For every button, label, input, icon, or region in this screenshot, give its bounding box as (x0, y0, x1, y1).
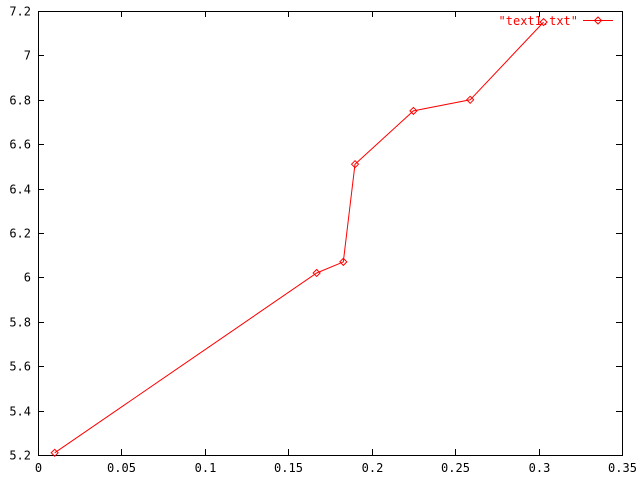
x-tick-label: 0 (35, 461, 42, 475)
legend-label: "text1.txt" (499, 14, 578, 28)
y-tick-label: 5.6 (9, 360, 31, 374)
y-tick-label: 7 (24, 49, 31, 63)
y-tick-label: 6 (24, 271, 31, 285)
data-point-marker (539, 17, 548, 27)
data-point-marker (312, 268, 321, 278)
y-tick-label: 5.8 (9, 316, 31, 330)
x-tick-label: 0.3 (529, 461, 551, 475)
legend-marker-icon (593, 16, 603, 25)
x-tick-label: 0.05 (107, 461, 136, 475)
y-tick-label: 6.6 (9, 138, 31, 152)
y-tick-label: 5.2 (9, 449, 31, 463)
y-tick-label: 7.2 (9, 5, 31, 19)
x-tick-label: 0.25 (441, 461, 470, 475)
data-line (54, 21, 544, 454)
x-tick-label: 0.2 (362, 461, 384, 475)
y-tick-label: 6.4 (9, 183, 31, 197)
data-point-marker (350, 159, 360, 169)
data-point-marker (409, 106, 418, 116)
data-point-marker (50, 448, 59, 457)
x-tick-label: 0.15 (274, 461, 303, 475)
data-point-marker (465, 95, 475, 105)
x-tick-label: 0.35 (608, 461, 637, 475)
data-point-marker (339, 257, 348, 267)
y-tick-label: 6.2 (9, 227, 31, 241)
y-tick-label: 6.8 (9, 94, 31, 108)
y-tick-label: 5.4 (9, 405, 31, 419)
x-tick-label: 0.1 (195, 461, 217, 475)
